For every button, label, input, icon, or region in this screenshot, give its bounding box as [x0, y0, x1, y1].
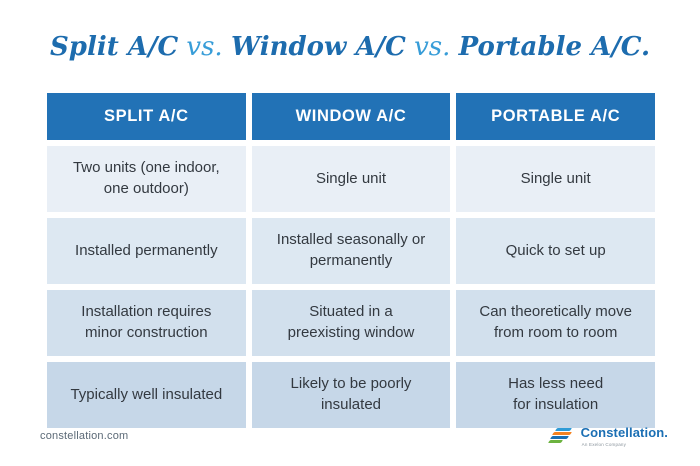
column-header-split-ac: SPLIT A/C — [47, 93, 246, 140]
table-cell: Situated in a preexisting window — [251, 290, 451, 356]
table-cell: Typically well insulated — [47, 362, 246, 428]
table-cell: Single unit — [456, 146, 655, 212]
logo-tagline: An Exelon Company — [581, 441, 627, 447]
constellation-logo: Constellation. An Exelon Company — [547, 425, 668, 447]
logo-wordmark: Constellation. — [580, 425, 668, 440]
table-cell: Installed permanently — [47, 218, 246, 284]
page-title: Split A/C vs. Window A/C vs. Portable A/… — [0, 32, 700, 62]
table-cell: Single unit — [251, 146, 451, 212]
title-segment: Split A/C — [50, 32, 179, 62]
column-header-window-ac: WINDOW A/C — [251, 93, 451, 140]
comparison-table: SPLIT A/C WINDOW A/C PORTABLE A/C Two un… — [47, 93, 655, 428]
column-header-portable-ac: PORTABLE A/C — [456, 93, 655, 140]
table-cell: Has less need for insulation — [456, 362, 655, 428]
table-cell: Two units (one indoor, one outdoor) — [47, 146, 246, 212]
table-cell: Quick to set up — [456, 218, 655, 284]
website-url: constellation.com — [40, 430, 129, 442]
title-vs: vs. — [178, 32, 231, 62]
title-segment: Window A/C — [230, 32, 406, 62]
title-vs: vs. — [405, 32, 459, 62]
logo-text-block: Constellation. An Exelon Company — [580, 425, 668, 447]
title-segment: Portable A/C. — [458, 32, 650, 62]
table-cell: Installation requires minor construction — [47, 290, 246, 356]
constellation-flag-icon — [547, 427, 576, 445]
table-cell: Installed seasonally or permanently — [251, 218, 451, 284]
table-cell: Can theoretically move from room to room — [456, 290, 655, 356]
table-cell: Likely to be poorly insulated — [251, 362, 451, 428]
